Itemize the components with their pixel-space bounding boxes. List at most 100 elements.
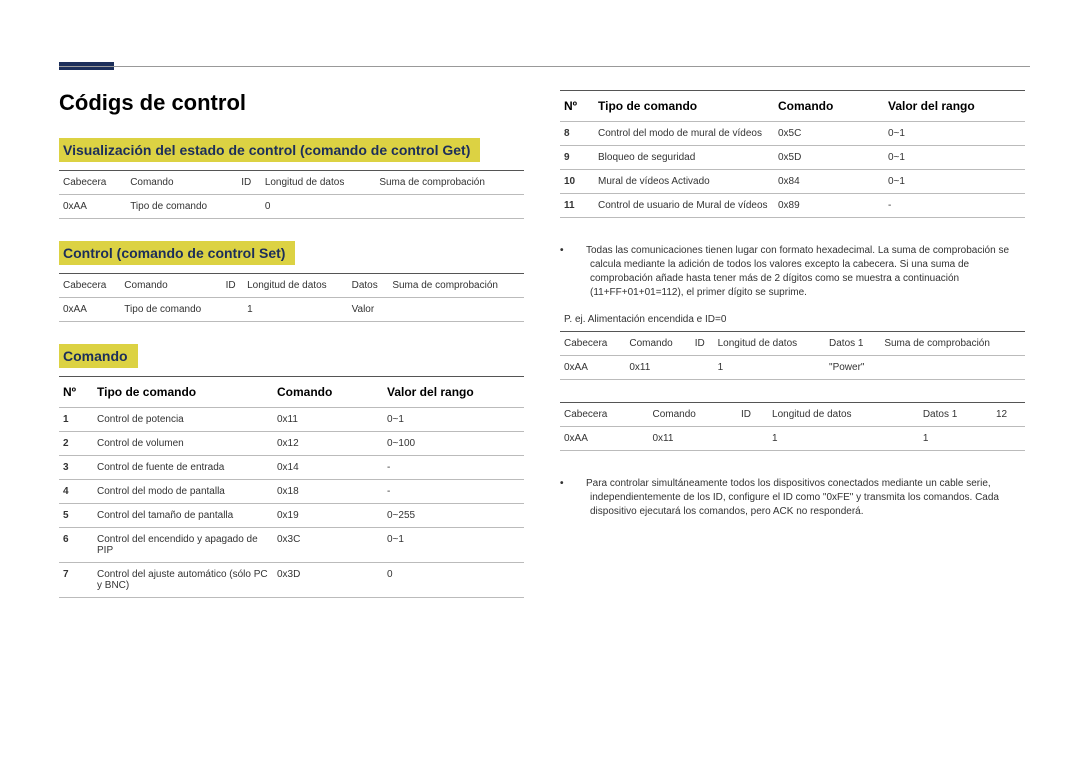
- command-cell: 0x14: [273, 456, 383, 480]
- command-cell: 0x19: [273, 504, 383, 528]
- s1-h4: Suma de comprobación: [375, 171, 524, 195]
- note1: •Todas las comunicaciones tienen lugar c…: [560, 240, 1025, 304]
- s2-h5: Suma de comprobación: [388, 274, 524, 298]
- tb-r2: [737, 427, 768, 451]
- tb-h5: 12: [992, 403, 1025, 427]
- section2-table: Cabecera Comando ID Longitud de datos Da…: [59, 273, 524, 322]
- note1-tag: •: [560, 244, 586, 258]
- tb-h2: ID: [737, 403, 768, 427]
- command-cell: 0~1: [884, 146, 1025, 170]
- command-cell: 0x18: [273, 480, 383, 504]
- s2-r5: [388, 298, 524, 322]
- command-cell: 0x11: [273, 408, 383, 432]
- s1-h2: ID: [237, 171, 261, 195]
- s3-h0: Nº: [59, 377, 93, 408]
- ta-h2: ID: [691, 332, 714, 356]
- ta-h5: Suma de comprobación: [880, 332, 1025, 356]
- command-cell: 0x89: [774, 194, 884, 218]
- command-cell: Control de volumen: [93, 432, 273, 456]
- command-cell: Control del encendido y apagado de PIP: [93, 528, 273, 563]
- command-cell: 0x5D: [774, 146, 884, 170]
- s1-h1: Comando: [126, 171, 237, 195]
- s2-h0: Cabecera: [59, 274, 120, 298]
- command-cell: Control del modo de pantalla: [93, 480, 273, 504]
- section3-table-left: Nº Tipo de comando Comando Valor del ran…: [59, 376, 524, 598]
- s3r-h3: Valor del rango: [884, 91, 1025, 122]
- s3-h3: Valor del rango: [383, 377, 524, 408]
- command-cell: 0x12: [273, 432, 383, 456]
- command-cell: 0~100: [383, 432, 524, 456]
- tb-h1: Comando: [649, 403, 738, 427]
- s1-h0: Cabecera: [59, 171, 126, 195]
- ta-r2: [691, 356, 714, 380]
- ta-r0: 0xAA: [560, 356, 625, 380]
- tb-h3: Longitud de datos: [768, 403, 919, 427]
- ta-h1: Comando: [625, 332, 690, 356]
- tableB: Cabecera Comando ID Longitud de datos Da…: [560, 402, 1025, 451]
- command-cell: 6: [59, 528, 93, 563]
- tb-r3: 1: [768, 427, 919, 451]
- section3-table-right: Nº Tipo de comando Comando Valor del ran…: [560, 90, 1025, 218]
- command-cell: 11: [560, 194, 594, 218]
- ta-h3: Longitud de datos: [714, 332, 825, 356]
- command-cell: 9: [560, 146, 594, 170]
- s1-r3: 0: [261, 195, 376, 219]
- s1-r4: [375, 195, 524, 219]
- ta-h4: Datos 1: [825, 332, 880, 356]
- command-cell: 4: [59, 480, 93, 504]
- tb-h4: Datos 1: [919, 403, 992, 427]
- command-cell: Control del tamaño de pantalla: [93, 504, 273, 528]
- example-text: P. ej. Alimentación encendida e ID=0: [560, 314, 1025, 325]
- s2-r3: 1: [243, 298, 347, 322]
- command-cell: Control de usuario de Mural de vídeos: [594, 194, 774, 218]
- s3-h1: Tipo de comando: [93, 377, 273, 408]
- command-cell: Mural de vídeos Activado: [594, 170, 774, 194]
- command-cell: -: [884, 194, 1025, 218]
- command-cell: 2: [59, 432, 93, 456]
- s3r-h0: Nº: [560, 91, 594, 122]
- ta-r4: "Power": [825, 356, 880, 380]
- s1-r2: [237, 195, 261, 219]
- command-cell: Control del ajuste automático (sólo PC y…: [93, 563, 273, 598]
- tb-r0: 0xAA: [560, 427, 649, 451]
- command-cell: 0~1: [884, 170, 1025, 194]
- note2: •Para controlar simultáneamente todos lo…: [560, 473, 1025, 523]
- s1-r0: 0xAA: [59, 195, 126, 219]
- page-title: Códigs de control: [59, 90, 524, 116]
- ta-r5: [880, 356, 1025, 380]
- command-cell: -: [383, 480, 524, 504]
- command-cell: 10: [560, 170, 594, 194]
- tb-h0: Cabecera: [560, 403, 649, 427]
- section3-heading: Comando: [59, 344, 138, 368]
- left-column: Códigs de control Visualización del esta…: [59, 90, 524, 620]
- section1-heading: Visualización del estado de control (com…: [59, 138, 480, 162]
- tableA: Cabecera Comando ID Longitud de datos Da…: [560, 331, 1025, 380]
- header-rule: [59, 66, 1030, 67]
- command-cell: Control de fuente de entrada: [93, 456, 273, 480]
- ta-r3: 1: [714, 356, 825, 380]
- command-cell: 3: [59, 456, 93, 480]
- command-cell: Bloqueo de seguridad: [594, 146, 774, 170]
- command-cell: 0~1: [383, 528, 524, 563]
- command-cell: 0x3D: [273, 563, 383, 598]
- command-cell: 0~255: [383, 504, 524, 528]
- command-cell: 0~1: [383, 408, 524, 432]
- right-column: Nº Tipo de comando Comando Valor del ran…: [560, 90, 1025, 620]
- s2-r4: Valor: [348, 298, 389, 322]
- s3-h2: Comando: [273, 377, 383, 408]
- note2-tag: •: [560, 477, 586, 491]
- command-cell: Control de potencia: [93, 408, 273, 432]
- tb-r5: [992, 427, 1025, 451]
- ta-h0: Cabecera: [560, 332, 625, 356]
- command-cell: 0: [383, 563, 524, 598]
- command-cell: 0x84: [774, 170, 884, 194]
- tb-r4: 1: [919, 427, 992, 451]
- command-cell: Control del modo de mural de vídeos: [594, 122, 774, 146]
- command-cell: 7: [59, 563, 93, 598]
- s2-r0: 0xAA: [59, 298, 120, 322]
- s3r-h1: Tipo de comando: [594, 91, 774, 122]
- s2-h4: Datos: [348, 274, 389, 298]
- section1-table: Cabecera Comando ID Longitud de datos Su…: [59, 170, 524, 219]
- command-cell: -: [383, 456, 524, 480]
- content-columns: Códigs de control Visualización del esta…: [0, 0, 1080, 620]
